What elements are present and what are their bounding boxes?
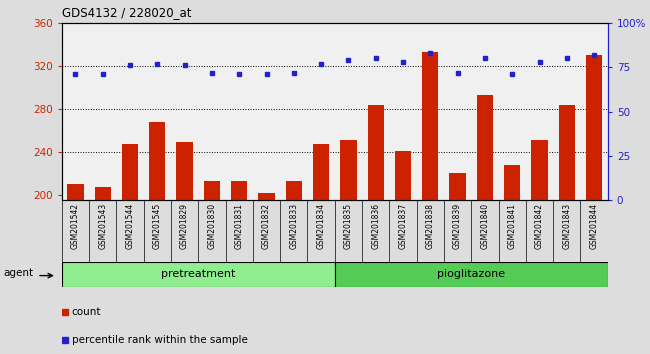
- Text: GSM201836: GSM201836: [371, 203, 380, 249]
- Text: GSM201837: GSM201837: [398, 203, 408, 249]
- Text: GSM201833: GSM201833: [289, 203, 298, 249]
- Bar: [504, 165, 521, 200]
- Text: GSM201543: GSM201543: [98, 203, 107, 249]
- Text: pioglitazone: pioglitazone: [437, 269, 505, 279]
- Text: GSM201835: GSM201835: [344, 203, 353, 249]
- Text: GSM201545: GSM201545: [153, 203, 162, 249]
- Text: GDS4132 / 228020_at: GDS4132 / 228020_at: [62, 6, 191, 19]
- Text: percentile rank within the sample: percentile rank within the sample: [72, 335, 248, 344]
- Text: GSM201832: GSM201832: [262, 203, 271, 249]
- Text: GSM201843: GSM201843: [562, 203, 571, 249]
- Text: GSM201839: GSM201839: [453, 203, 462, 249]
- Bar: [231, 181, 248, 200]
- Bar: [176, 142, 193, 200]
- Bar: [149, 122, 166, 200]
- Bar: [558, 104, 575, 200]
- Bar: [62, 262, 335, 287]
- Text: GSM201842: GSM201842: [535, 203, 544, 249]
- Bar: [340, 140, 357, 200]
- Text: GSM201829: GSM201829: [180, 203, 189, 249]
- Text: GSM201838: GSM201838: [426, 203, 435, 249]
- Bar: [367, 104, 384, 200]
- Bar: [122, 144, 138, 200]
- Text: pretreatment: pretreatment: [161, 269, 235, 279]
- Text: GSM201844: GSM201844: [590, 203, 599, 249]
- Text: GSM201831: GSM201831: [235, 203, 244, 249]
- Text: GSM201834: GSM201834: [317, 203, 326, 249]
- Bar: [258, 193, 275, 200]
- Text: GSM201840: GSM201840: [480, 203, 489, 249]
- Bar: [335, 262, 608, 287]
- Bar: [313, 144, 330, 200]
- Bar: [586, 55, 603, 200]
- Bar: [449, 173, 466, 200]
- Bar: [395, 151, 411, 200]
- Text: GSM201830: GSM201830: [207, 203, 216, 249]
- Text: GSM201542: GSM201542: [71, 203, 80, 249]
- Bar: [67, 184, 84, 200]
- Text: count: count: [72, 307, 101, 317]
- Bar: [476, 95, 493, 200]
- Text: agent: agent: [3, 268, 33, 278]
- Bar: [203, 181, 220, 200]
- Bar: [422, 52, 439, 200]
- Bar: [285, 181, 302, 200]
- Bar: [94, 187, 111, 200]
- Bar: [531, 140, 548, 200]
- Text: GSM201544: GSM201544: [125, 203, 135, 249]
- Text: GSM201841: GSM201841: [508, 203, 517, 249]
